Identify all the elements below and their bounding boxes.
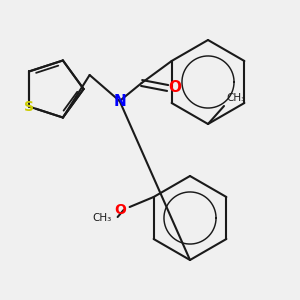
Text: O: O: [168, 80, 181, 95]
Text: CH₃: CH₃: [92, 213, 112, 223]
Text: O: O: [114, 203, 126, 217]
Text: N: N: [113, 94, 126, 109]
Text: S: S: [24, 100, 34, 114]
Text: CH₃: CH₃: [226, 93, 245, 103]
